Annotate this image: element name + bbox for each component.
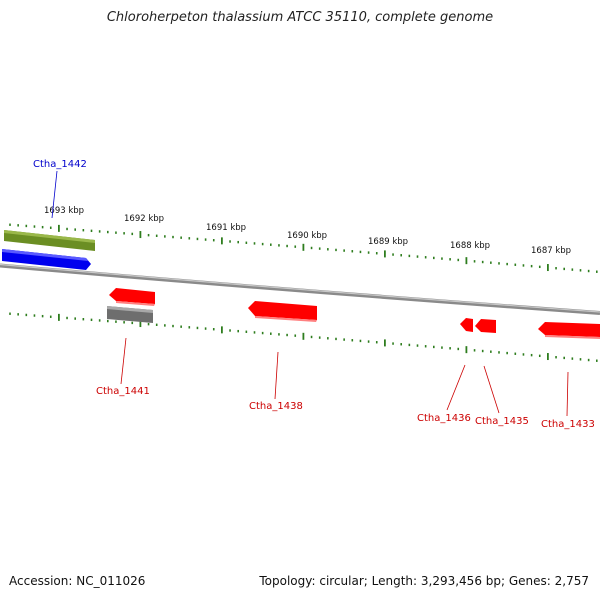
genome-backbone: [0, 263, 600, 315]
scale-label-1693: 1693 kbp: [44, 206, 84, 216]
leader-ctha-1438: [274, 351, 279, 400]
label-ctha-1433[interactable]: Ctha_1433: [541, 419, 595, 430]
scale-label-1688: 1688 kbp: [450, 241, 490, 251]
genome-summary-text: Topology: circular; Length: 3,293,456 bp…: [259, 574, 589, 588]
scale-label-1691: 1691 kbp: [206, 223, 246, 233]
scale-label-1690: 1690 kbp: [287, 231, 327, 241]
genome-title: Chloroherpeton thalassium ATCC 35110, co…: [106, 10, 494, 25]
scale-label-1687: 1687 kbp: [531, 246, 571, 256]
label-ctha-1438[interactable]: Ctha_1438: [249, 401, 303, 412]
accession-text: Accession: NC_011026: [9, 574, 146, 588]
leader-ctha-1435: [483, 365, 500, 414]
leader-ctha-1436: [446, 364, 466, 411]
scale-label-1692: 1692 kbp: [124, 214, 164, 224]
label-ctha-1442[interactable]: Ctha_1442: [33, 159, 87, 170]
scale-label-1689: 1689 kbp: [368, 237, 408, 247]
gene-gray-inner[interactable]: [107, 306, 153, 323]
leader-ctha-1442: [51, 170, 58, 219]
leader-ctha-1433: [566, 371, 569, 417]
gene-ctha-1441[interactable]: [109, 288, 155, 306]
gene-ctha-1433[interactable]: [538, 322, 600, 339]
outer-tick-ring: [9, 223, 598, 273]
gene-olive-outer[interactable]: [4, 230, 95, 251]
gene-ctha-1438[interactable]: [248, 301, 317, 322]
gene-ctha-1435[interactable]: [475, 319, 496, 333]
label-ctha-1435[interactable]: Ctha_1435: [475, 416, 529, 427]
gene-ctha-1442[interactable]: [2, 249, 91, 270]
leader-ctha-1441: [120, 337, 127, 385]
label-ctha-1436[interactable]: Ctha_1436: [417, 413, 471, 424]
label-ctha-1441[interactable]: Ctha_1441: [96, 386, 150, 397]
gene-ctha-1436[interactable]: [460, 318, 473, 332]
inner-tick-ring: [9, 312, 598, 362]
